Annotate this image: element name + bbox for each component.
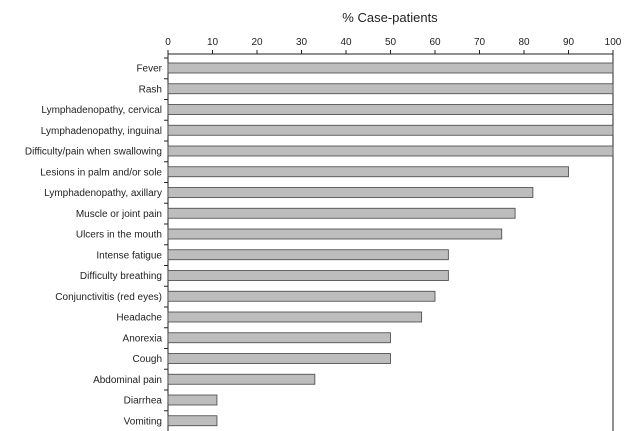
bar — [167, 311, 423, 323]
category-label: Vomiting — [124, 416, 162, 427]
category-labels: Fever Rash Lymphadenopathy, cervical Lympha… — [25, 64, 163, 428]
bar — [167, 166, 569, 178]
category-label: Conjunctivitis (red eyes) — [55, 292, 162, 303]
category-label: Diarrhea — [124, 396, 163, 407]
bar — [167, 415, 218, 427]
x-tick-label: 40 — [340, 37, 352, 48]
x-tick-label: 10 — [207, 37, 219, 48]
bar — [167, 228, 503, 240]
x-tick-label: 100 — [605, 37, 622, 48]
category-label: Muscle or joint pain — [76, 209, 162, 220]
x-tick-label: 30 — [296, 37, 308, 48]
category-label: Cough — [133, 354, 162, 365]
category-label: Fever — [136, 64, 162, 75]
bar — [167, 373, 316, 385]
x-tick-label: 20 — [251, 37, 263, 48]
x-tick-label: 70 — [474, 37, 486, 48]
category-label: Rash — [139, 84, 162, 95]
bar — [167, 332, 391, 344]
category-label: Headache — [116, 313, 162, 324]
x-axis-title: % Case-patients — [342, 10, 438, 25]
bar — [167, 62, 614, 74]
category-label: Anorexia — [123, 333, 163, 344]
x-tick-label: 50 — [385, 37, 397, 48]
bar — [167, 124, 614, 136]
x-tick-label: 60 — [429, 37, 441, 48]
x-tick-label: 90 — [563, 37, 575, 48]
category-label: Ulcers in the mouth — [76, 230, 162, 241]
bar — [167, 270, 449, 281]
bar — [167, 353, 391, 364]
bar — [167, 249, 449, 261]
bars — [167, 62, 614, 427]
category-label: Lymphadenopathy, inguinal — [41, 126, 162, 137]
x-tick-label: 0 — [165, 37, 171, 48]
category-label: Lymphadenopathy, cervical — [41, 105, 162, 116]
bar — [167, 104, 614, 115]
bar — [167, 394, 218, 406]
category-label: Difficulty/pain when swallowing — [25, 147, 162, 158]
x-axis: 0 10 20 30 40 50 60 70 80 90 100 — [165, 37, 622, 55]
bar — [167, 83, 614, 95]
y-axis — [164, 54, 614, 431]
category-label: Difficulty breathing — [80, 271, 162, 282]
category-label: Abdominal pain — [93, 375, 162, 386]
category-label: Lesions in palm and/or sole — [40, 167, 162, 178]
bar — [167, 145, 614, 157]
category-label: Intense fatigue — [96, 250, 162, 261]
category-label: Lymphadenopathy, axillary — [44, 188, 162, 199]
bar — [167, 207, 516, 219]
x-tick-label: 80 — [518, 37, 530, 48]
bar — [167, 187, 534, 198]
bar — [167, 290, 436, 302]
